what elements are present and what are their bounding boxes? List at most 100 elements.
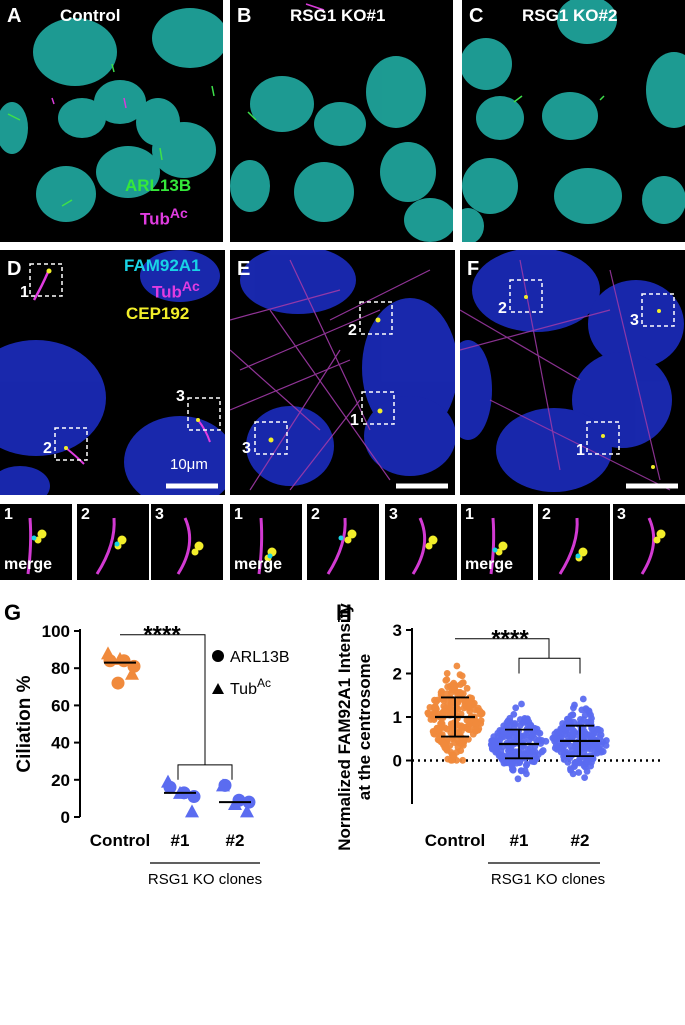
x-tick-label-h: #2 xyxy=(571,831,590,850)
data-point-g xyxy=(117,654,131,668)
legend-circle-g xyxy=(212,650,224,662)
data-point-h xyxy=(588,730,595,738)
panel-e: E 2 1 3 xyxy=(230,250,455,495)
data-point-h xyxy=(570,704,577,712)
roi-box-d-1 xyxy=(29,263,63,297)
data-point-h xyxy=(588,715,595,722)
y-tick-label-g: 60 xyxy=(51,696,70,715)
data-point-h xyxy=(447,703,454,711)
inset-image xyxy=(640,517,666,575)
box-number-f-2: 2 xyxy=(498,300,507,317)
inset-image xyxy=(558,517,588,575)
y-tick-label-h: 3 xyxy=(393,621,402,640)
panel-title-a: Control xyxy=(60,6,121,25)
inset-7: 1 merge xyxy=(461,504,533,580)
inset-number: 1 xyxy=(465,506,474,523)
data-point-h xyxy=(569,711,577,719)
data-point-h xyxy=(450,752,458,760)
merge-label: merge xyxy=(465,556,514,573)
legend-label-arl13b-g: ARL13B xyxy=(230,649,290,666)
data-point-h xyxy=(489,737,497,744)
fam92a1-dot xyxy=(31,535,37,541)
data-point-g xyxy=(125,666,139,680)
data-point-h xyxy=(584,744,592,752)
data-point-h xyxy=(472,726,479,734)
inset-image xyxy=(176,517,204,575)
centrosome-dot xyxy=(191,548,199,556)
chart-g: 0 20 40 60 80 100 Ciliation % Control #1 #2 RSG1 K… xyxy=(14,622,290,888)
centrosome-dot xyxy=(656,529,666,539)
fam92a1-dot xyxy=(575,553,581,559)
data-point-h xyxy=(492,743,500,751)
data-point-h xyxy=(517,767,525,775)
y-tick-label-h: 0 xyxy=(393,752,402,771)
data-point-h xyxy=(571,762,578,769)
data-point-h xyxy=(454,705,462,713)
data-point-h xyxy=(505,749,513,756)
data-point-h xyxy=(556,727,563,735)
data-point-h xyxy=(581,774,588,781)
y-tick-label-h: 1 xyxy=(393,708,402,727)
data-point-h xyxy=(477,720,485,727)
data-point-h xyxy=(457,710,465,718)
data-point-h xyxy=(431,703,439,710)
centrosome-dot xyxy=(344,536,352,544)
data-point-h xyxy=(437,689,445,696)
roi-box-e-3 xyxy=(254,421,288,455)
panel-title-c: RSG1 KO#2 xyxy=(522,6,618,25)
box-number-d-3: 3 xyxy=(176,388,185,405)
y-tick-label-h: 2 xyxy=(393,665,402,684)
data-point-h xyxy=(494,732,502,740)
data-point-h xyxy=(561,731,569,738)
data-point-g xyxy=(240,804,254,818)
data-point-h xyxy=(463,716,471,724)
data-point-h xyxy=(603,737,610,744)
roi-box-d-3 xyxy=(187,397,221,431)
data-point-h xyxy=(567,718,574,726)
data-point-h xyxy=(567,742,575,750)
significance-bracket-h xyxy=(455,638,581,674)
data-point-h xyxy=(536,729,544,737)
fam92a1-dot xyxy=(338,535,344,541)
roi-box-d-2 xyxy=(54,427,88,461)
micrograph-c xyxy=(462,0,685,242)
y-tick-label-g: 20 xyxy=(51,771,70,790)
inset-number: 2 xyxy=(311,506,320,523)
inset-image xyxy=(95,517,127,575)
centrosome-dot xyxy=(653,536,661,544)
fam92a1-dot xyxy=(492,547,498,553)
chart-letter-g: G xyxy=(4,600,22,625)
inset-image xyxy=(26,517,47,575)
legend-tub-base-d: Tub xyxy=(152,282,182,302)
data-point-h xyxy=(582,705,590,712)
data-point-h xyxy=(454,690,461,698)
legend-tubac-d: TubAc xyxy=(152,278,200,303)
inset-9: 3 xyxy=(613,504,685,580)
data-point-h xyxy=(427,716,435,723)
data-point-h xyxy=(498,751,506,759)
inset-image xyxy=(489,517,508,575)
data-point-g xyxy=(232,793,246,807)
data-point-h xyxy=(518,700,525,708)
data-point-h xyxy=(451,685,458,693)
micrograph-b xyxy=(230,3,453,242)
inset-number: 1 xyxy=(234,506,243,523)
x-tick-label-h: Control xyxy=(425,831,485,850)
data-point-h xyxy=(538,737,546,744)
inset-number: 1 xyxy=(4,506,13,523)
significance-bracket-g xyxy=(120,634,233,780)
merge-label: merge xyxy=(234,556,283,573)
data-point-h xyxy=(579,695,587,703)
legend-tub-sup-d: Ac xyxy=(181,278,200,294)
legend-sup-g: Ac xyxy=(257,676,271,690)
cilium-stroke xyxy=(558,517,579,575)
data-point-h xyxy=(557,748,565,756)
panel-letter-b: B xyxy=(237,5,252,27)
data-point-h xyxy=(424,709,432,717)
y-axis-label-g: Ciliation % xyxy=(14,675,35,772)
roi-box-f-2 xyxy=(509,279,543,313)
inset-number: 2 xyxy=(81,506,90,523)
data-point-h xyxy=(512,729,520,737)
legend-label-tubac-g: TubAc xyxy=(230,676,271,698)
centrosome-dot xyxy=(37,529,47,539)
